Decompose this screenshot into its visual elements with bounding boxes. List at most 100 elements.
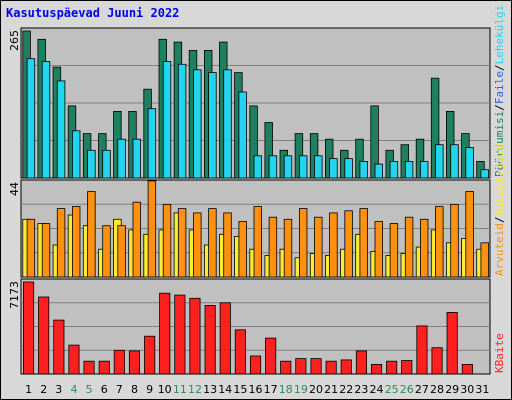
bar-arvuteid-2 [41, 223, 51, 278]
bar-faile-3 [56, 80, 66, 179]
bar-kbaite-26 [401, 360, 413, 375]
bar-kbaite-13 [204, 304, 216, 375]
bar-arvuteid-18 [283, 218, 293, 278]
legend-entry-arvuteid: Arvuteid [493, 223, 506, 276]
bar-kbaite-23 [355, 350, 367, 375]
bar-faile-16 [253, 155, 262, 179]
x-tick-label-8: 8 [131, 383, 138, 396]
bar-arvuteid-3 [56, 208, 66, 278]
x-tick-label-20: 20 [309, 383, 323, 396]
bar-kbaite-27 [416, 325, 428, 375]
bar-kbaite-4 [68, 344, 80, 375]
bar-faile-27 [419, 160, 429, 179]
x-tick-label-22: 22 [339, 383, 353, 396]
bar-arvuteid-7 [117, 225, 126, 278]
bar-kbaite-21 [325, 360, 337, 375]
bar-kbaite-20 [310, 358, 322, 375]
bar-kbaite-14 [219, 302, 231, 375]
x-tick-label-25: 25 [385, 383, 399, 396]
legend-entry-lehekülgi: Lehekülgi [493, 5, 506, 65]
bar-faile-14 [223, 69, 232, 179]
bar-faile-30 [465, 147, 474, 179]
bar-arvuteid-5 [87, 191, 96, 278]
bar-kbaite-16 [249, 355, 262, 375]
bar-kbaite-19 [295, 358, 307, 375]
x-tick-label-3: 3 [55, 383, 62, 396]
bar-kbaite-18 [280, 360, 292, 375]
bar-kbaite-11 [174, 294, 186, 375]
bar-kbaite-17 [265, 337, 277, 375]
bar-faile-10 [162, 61, 172, 179]
x-tick-label-31: 31 [475, 383, 489, 396]
x-tick-label-11: 11 [173, 383, 187, 396]
x-tick-label-19: 19 [294, 383, 308, 396]
x-tick-label-13: 13 [203, 383, 217, 396]
bar-faile-15 [238, 91, 247, 179]
bar-pöördumisi-24 [370, 105, 379, 179]
bar-kbaite-28 [431, 347, 443, 375]
bar-arvuteid-9 [147, 180, 157, 278]
bar-kbaite-5 [83, 360, 95, 375]
x-tick-label-1: 1 [25, 383, 32, 396]
bar-arvuteid-14 [223, 212, 232, 278]
bar-arvuteid-12 [193, 212, 202, 278]
bar-faile-12 [193, 69, 202, 179]
bar-kbaite-3 [53, 319, 65, 375]
bar-arvuteid-22 [344, 210, 353, 278]
bar-faile-8 [132, 138, 141, 179]
bar-faile-2 [41, 61, 51, 179]
bar-faile-18 [283, 155, 293, 179]
chart-title: Kasutuspäevad Juuni 2022 [6, 6, 180, 20]
bar-arvuteid-19 [298, 208, 308, 278]
bar-faile-22 [344, 158, 353, 179]
bar-arvuteid-21 [329, 212, 338, 278]
bar-faile-1 [26, 58, 36, 179]
bar-arvuteid-23 [359, 208, 368, 278]
bar-faile-20 [314, 155, 323, 179]
x-tick-label-4: 4 [71, 383, 78, 396]
bar-arvuteid-29 [450, 203, 459, 278]
bar-faile-19 [298, 155, 308, 179]
bar-arvuteid-4 [72, 206, 81, 278]
legend-entry-külastajaid: Külastajaid [493, 144, 506, 217]
bar-kbaite-1 [22, 281, 35, 375]
bar-arvuteid-8 [132, 201, 141, 278]
bar-faile-6 [102, 149, 111, 179]
bar-arvuteid-24 [374, 221, 383, 278]
x-tick-label-12: 12 [188, 383, 202, 396]
bar-arvuteid-11 [177, 208, 187, 278]
bar-faile-13 [208, 72, 217, 179]
bar-kbaite-24 [370, 363, 383, 375]
bar-faile-23 [359, 160, 368, 179]
bar-arvuteid-13 [208, 208, 217, 278]
bar-kbaite-9 [144, 335, 156, 375]
bar-faile-29 [450, 144, 459, 179]
x-tick-label-28: 28 [430, 383, 444, 396]
bar-kbaite-25 [386, 360, 398, 375]
legend-entry-separator: / [493, 216, 506, 223]
bar-arvuteid-30 [465, 191, 474, 278]
bar-faile-9 [147, 108, 157, 179]
bar-kbaite-10 [159, 292, 171, 375]
bar-kbaite-12 [189, 297, 201, 375]
bar-faile-21 [329, 158, 338, 179]
y-max-label-3: 7173 [8, 281, 21, 309]
legend-panel-2: Arvuteid/Külastajaid [493, 144, 506, 276]
x-tick-label-23: 23 [354, 383, 368, 396]
legend-entry-kbaite: KBaite [493, 333, 506, 373]
legend-panel-3: KBaite [493, 333, 506, 373]
x-tick-label-21: 21 [324, 383, 338, 396]
x-tick-label-6: 6 [101, 383, 108, 396]
bar-kbaite-8 [128, 350, 141, 375]
bar-faile-4 [72, 130, 81, 179]
bar-faile-25 [389, 160, 399, 179]
bar-faile-28 [435, 144, 444, 179]
bar-arvuteid-25 [389, 223, 399, 278]
bar-pöördumisi-28 [430, 77, 440, 179]
bar-arvuteid-16 [253, 206, 262, 278]
bar-arvuteid-27 [419, 218, 429, 278]
bar-arvuteid-20 [314, 216, 323, 278]
x-tick-label-10: 10 [158, 383, 172, 396]
x-tick-label-18: 18 [279, 383, 293, 396]
legend-entry-pöördumisi: Pöördumisi [493, 111, 506, 177]
